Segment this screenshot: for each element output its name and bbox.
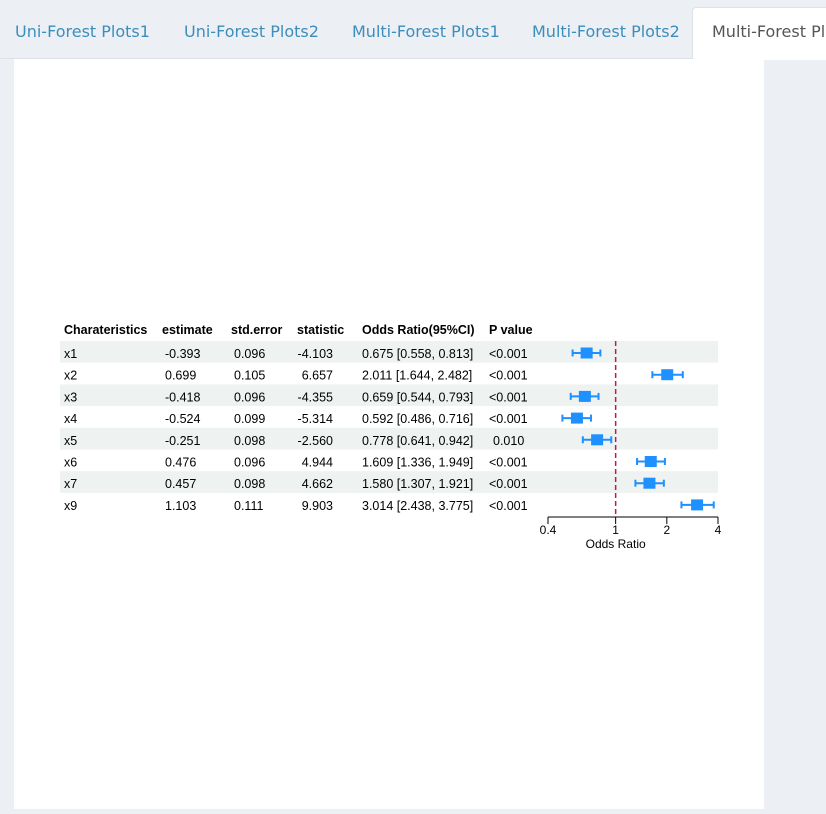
plot-panel: Charateristics estimate std.error statistic… <box>14 59 764 809</box>
tab-multi-forest-plots2[interactable]: Multi-Forest Plots2 <box>532 22 680 41</box>
tab-uni-forest-plots2[interactable]: Uni-Forest Plots2 <box>184 22 319 41</box>
table-cell: 0.659 [0.544, 0.793] <box>362 390 473 404</box>
table-cell: 2.011 [1.644, 2.482] <box>362 369 472 383</box>
tab-multi-forest-plots1[interactable]: Multi-Forest Plots1 <box>352 22 500 41</box>
table-cell: 0.010 <box>493 434 524 448</box>
point-estimate-box <box>580 347 593 359</box>
x-tick-label: 2 <box>663 523 670 537</box>
table-cell: <0.001 <box>489 347 528 361</box>
table-cell: 6.657 <box>302 369 333 383</box>
table-cell: -0.524 <box>165 412 200 426</box>
tab-multi-forest-plots3[interactable]: Multi-Forest Plots3 <box>692 7 826 60</box>
forest-plot: Charateristics estimate std.error statistic… <box>60 323 722 551</box>
table-cell: -0.393 <box>165 347 200 361</box>
table-cell: 9.903 <box>302 499 333 513</box>
point-estimate-box <box>578 390 591 402</box>
table-cell: 0.105 <box>234 369 265 383</box>
table-cell: x9 <box>64 499 77 513</box>
table-cell: 0.096 <box>234 456 265 470</box>
table-cell: 0.111 <box>234 499 263 513</box>
x-axis-label: Odds Ratio <box>586 537 646 551</box>
table-cell: x7 <box>64 477 77 491</box>
table-cell: x5 <box>64 434 77 448</box>
row-stripe <box>60 384 718 407</box>
table-cell: 4.662 <box>302 477 333 491</box>
table-cell: 0.592 [0.486, 0.716] <box>362 412 473 426</box>
table-cell: <0.001 <box>489 477 528 491</box>
tab-bar: Uni-Forest Plots1 Uni-Forest Plots2 Mult… <box>0 0 826 60</box>
x-tick-label: 0.4 <box>540 523 557 537</box>
table-cell: <0.001 <box>489 412 528 426</box>
point-estimate-box <box>644 456 657 467</box>
column-header: std.error <box>231 323 283 337</box>
row-stripe <box>60 427 718 450</box>
table-cell: 0.098 <box>234 434 265 448</box>
point-estimate-box <box>661 369 674 381</box>
row-stripe <box>60 471 718 493</box>
table-cell: 4.944 <box>302 456 333 470</box>
table-cell: 0.457 <box>165 477 196 491</box>
table-cell: 0.098 <box>234 477 265 491</box>
point-estimate-box <box>691 499 704 511</box>
table-cell: x3 <box>64 390 77 404</box>
table-cell: -5.314 <box>298 412 333 426</box>
column-header: estimate <box>162 323 213 337</box>
table-cell: 0.096 <box>234 347 265 361</box>
column-header: Odds Ratio(95%CI) <box>362 323 475 337</box>
table-cell: x4 <box>64 412 77 426</box>
table-cell: -0.251 <box>165 434 200 448</box>
table-cell: 1.609 [1.336, 1.949] <box>362 456 473 470</box>
table-cell: 0.099 <box>234 412 265 426</box>
table-cell: 1.103 <box>165 499 196 513</box>
table-cell: 0.778 [0.641, 0.942] <box>362 434 473 448</box>
x-tick-label: 4 <box>715 523 722 537</box>
table-cell: <0.001 <box>489 499 528 513</box>
row-stripe <box>60 341 718 363</box>
table-cell: -0.418 <box>165 390 200 404</box>
point-estimate-box <box>570 412 583 424</box>
table-cell: 3.014 [2.438, 3.775] <box>362 499 473 513</box>
table-cell: <0.001 <box>489 369 528 383</box>
table-cell: 1.580 [1.307, 1.921] <box>362 477 473 491</box>
table-cell: 0.675 [0.558, 0.813] <box>362 347 473 361</box>
table-cell: x6 <box>64 456 77 470</box>
table-cell: 0.096 <box>234 390 265 404</box>
column-header: P value <box>489 323 533 337</box>
column-header: Charateristics <box>64 323 147 337</box>
table-cell: x2 <box>64 369 77 383</box>
table-cell: <0.001 <box>489 456 528 470</box>
table-cell: x1 <box>64 347 77 361</box>
table-cell: 0.699 <box>165 369 196 383</box>
column-header: statistic <box>297 323 344 337</box>
point-estimate-box <box>591 434 604 446</box>
x-tick-label: 1 <box>612 523 619 537</box>
table-cell: <0.001 <box>489 390 528 404</box>
table-cell: -4.355 <box>298 390 333 404</box>
point-estimate-box <box>643 477 656 489</box>
table-cell: -2.560 <box>298 434 333 448</box>
tab-uni-forest-plots1[interactable]: Uni-Forest Plots1 <box>15 22 150 41</box>
table-cell: -4.103 <box>298 347 333 361</box>
table-cell: 0.476 <box>165 456 196 470</box>
